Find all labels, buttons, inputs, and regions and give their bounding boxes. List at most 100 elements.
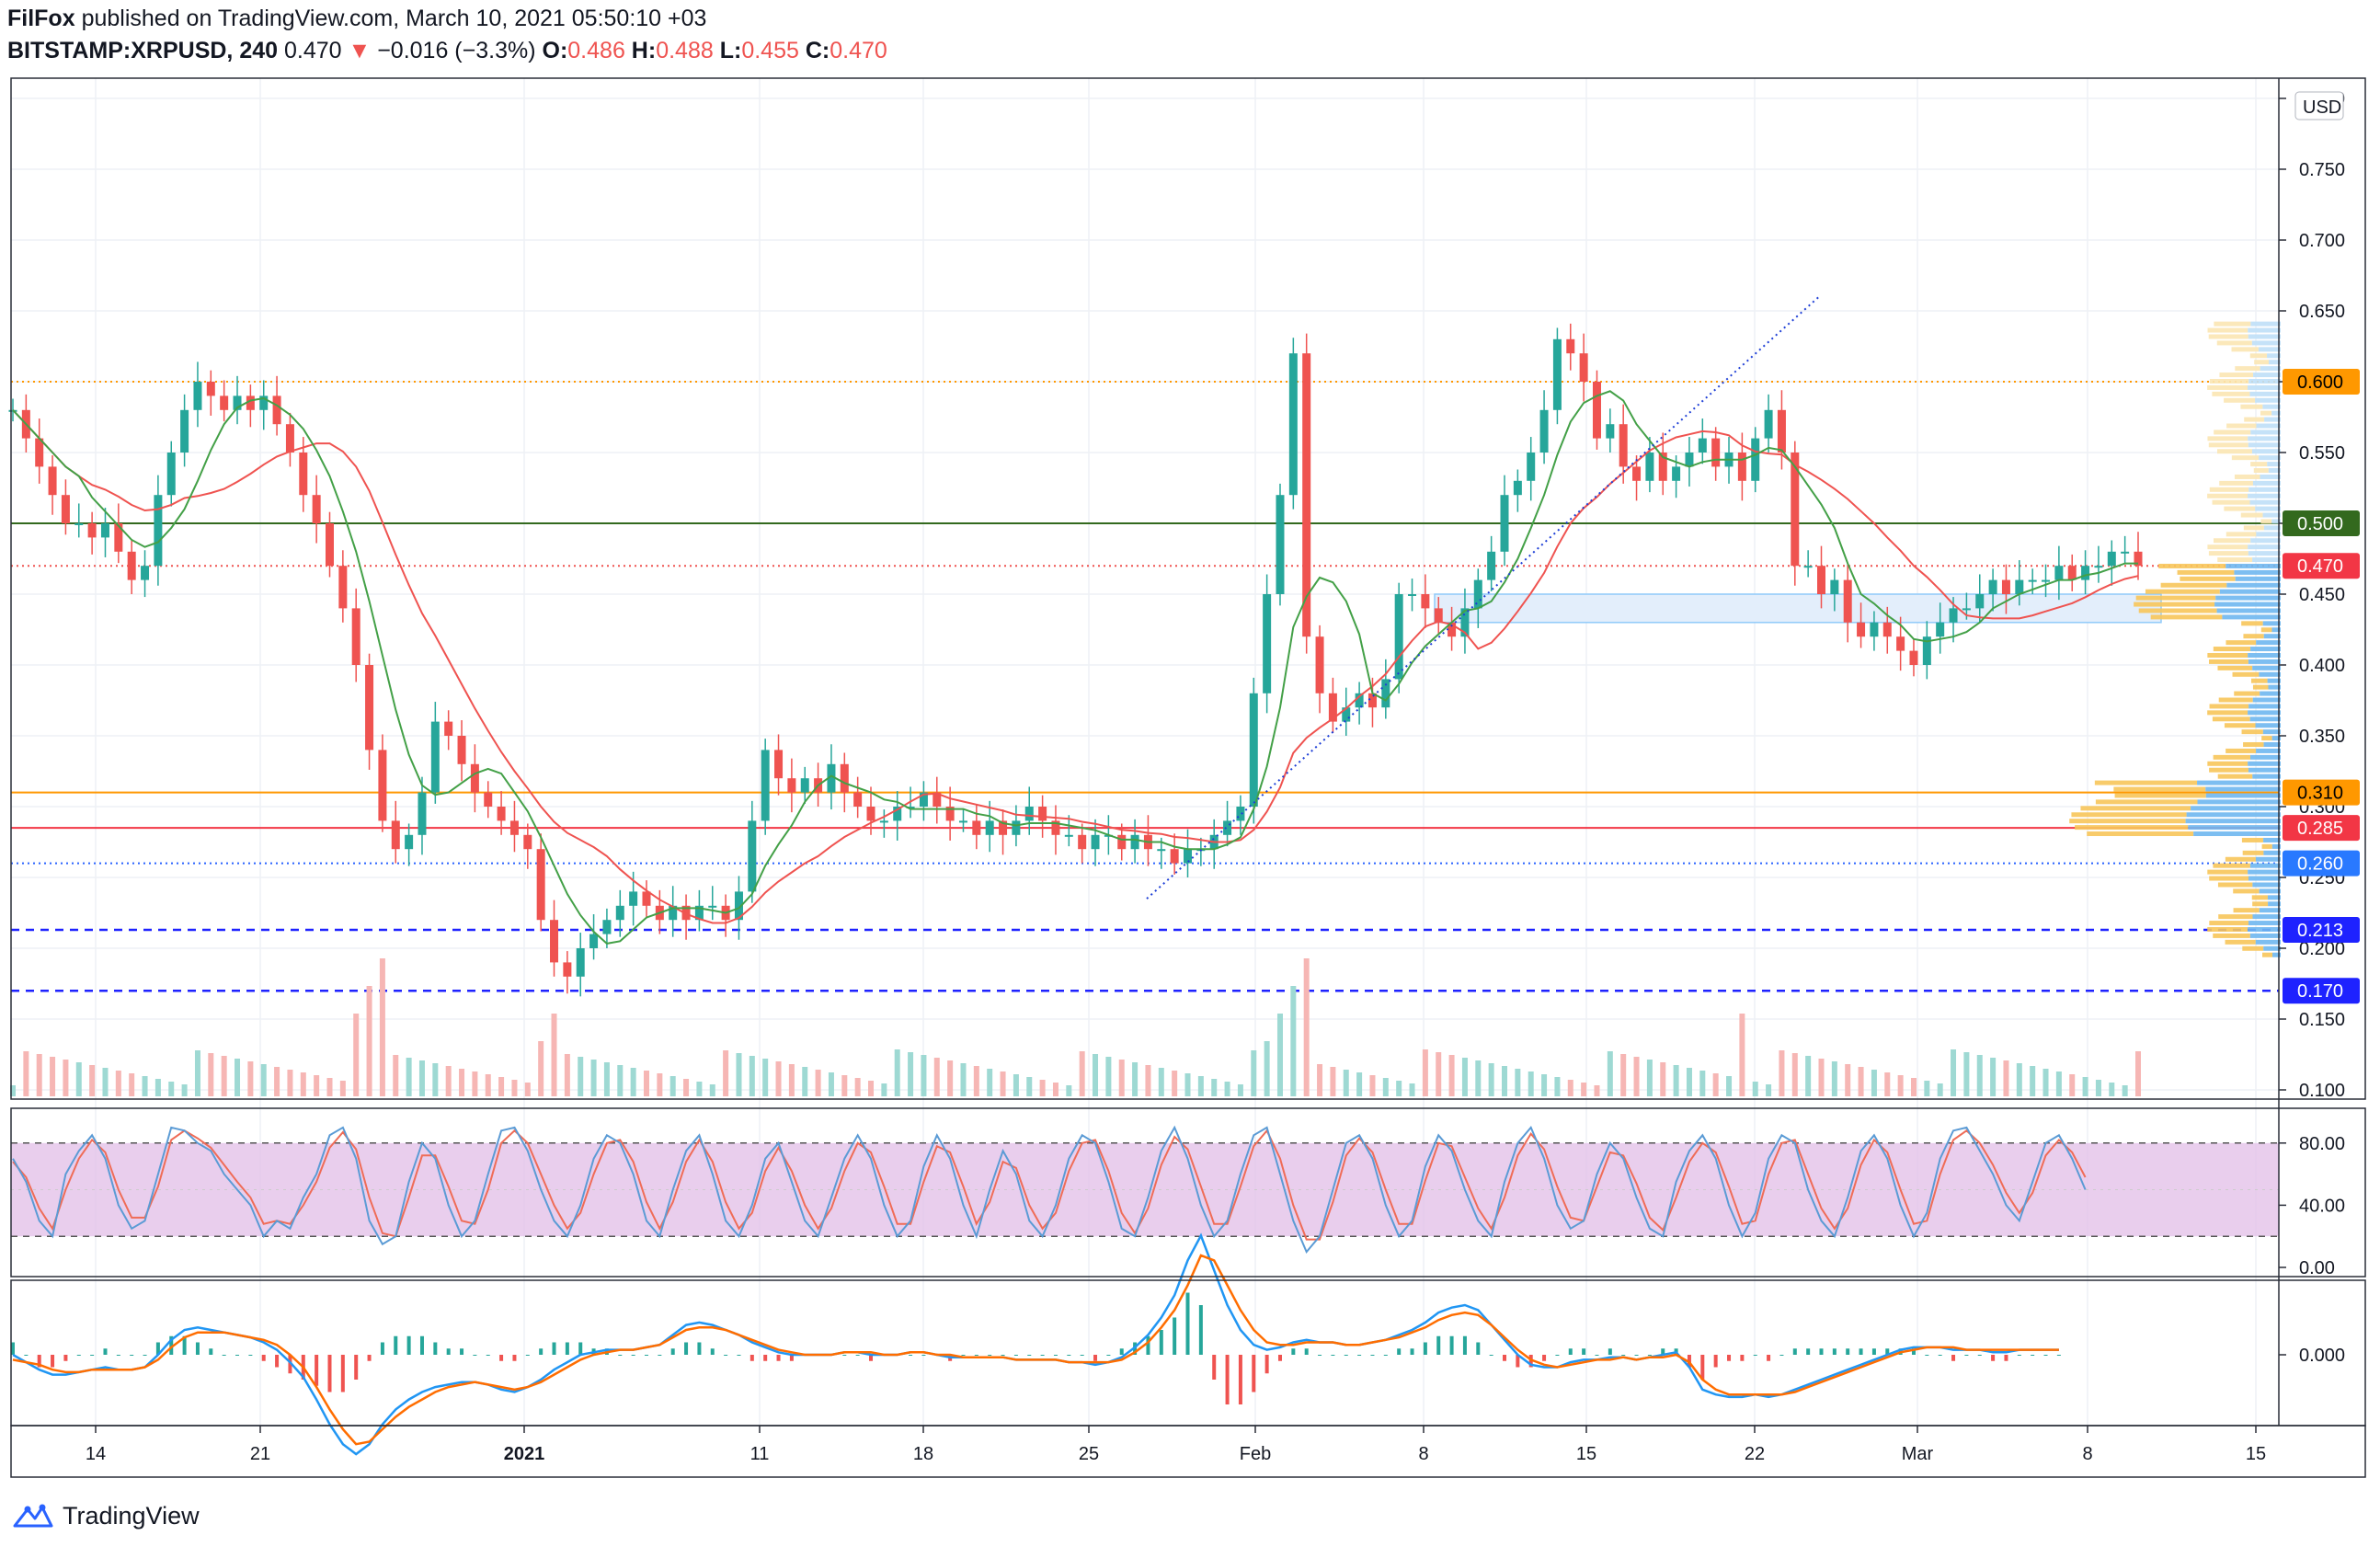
volume-profile-bar xyxy=(2259,888,2281,894)
volume-profile-bar xyxy=(2208,334,2248,339)
volume-bar xyxy=(1303,958,1310,1096)
volume-bar xyxy=(2109,1083,2115,1096)
macd-histogram-bar xyxy=(155,1342,160,1355)
macd-histogram-bar xyxy=(1277,1355,1282,1361)
tradingview-logo-icon xyxy=(13,1504,53,1528)
volume-profile-bar xyxy=(2250,678,2268,683)
volume-profile-bar xyxy=(2256,532,2281,537)
candle-body xyxy=(1276,495,1285,594)
volume-profile-bar xyxy=(2134,602,2215,607)
candle-body xyxy=(853,792,863,807)
time-axis[interactable]: 14 21 2021 11 18 25 Feb 8 15 22 Mar 8 15 xyxy=(86,1426,2266,1464)
volume-profile-bar xyxy=(2213,754,2250,760)
symbol-name[interactable]: BITSTAMP:XRPUSD, 240 xyxy=(7,38,279,63)
volume-bar xyxy=(894,1049,900,1096)
price-tag-0.470: 0.470 xyxy=(2297,556,2343,577)
macd-histogram-bar xyxy=(670,1348,675,1355)
tradingview-brand[interactable]: TradingView xyxy=(63,1501,200,1530)
volume-bar xyxy=(1594,1085,1600,1096)
volume-profile-bar xyxy=(2251,340,2281,346)
volume-bar xyxy=(50,1057,56,1096)
volume-profile-bar xyxy=(2233,888,2260,894)
volume-bar xyxy=(881,1083,887,1096)
candle-body xyxy=(1803,566,1813,568)
candle-body xyxy=(444,721,453,736)
volume-bar xyxy=(1976,1055,1983,1096)
macd-histogram-bar xyxy=(380,1342,384,1355)
price-tag-bg xyxy=(2283,510,2360,536)
volume-bar xyxy=(921,1055,927,1096)
volume-bar xyxy=(1276,1014,1283,1096)
macd-histogram-bar xyxy=(486,1355,490,1356)
volume-profile-bar xyxy=(2231,347,2259,352)
macd-histogram-bar xyxy=(499,1355,504,1361)
candle-body xyxy=(2094,566,2103,568)
volume-bar xyxy=(339,1081,346,1096)
volume-profile-bar xyxy=(2250,430,2281,435)
volume-bar xyxy=(1132,1062,1139,1096)
volume-bar xyxy=(326,1078,333,1096)
candle-body xyxy=(985,820,994,835)
volume-profile-bar xyxy=(2260,366,2281,372)
volume-bar xyxy=(1699,1071,1706,1096)
candle-body xyxy=(2081,566,2090,580)
volume-bar xyxy=(1633,1057,1640,1096)
volume-profile-bar xyxy=(2217,665,2253,670)
candle-body xyxy=(1157,849,1166,852)
volume-profile-bar xyxy=(2207,761,2248,766)
volume-bar xyxy=(2055,1071,2062,1096)
candle-body xyxy=(1830,579,1839,594)
price-tag-0.500: 0.500 xyxy=(2297,514,2343,534)
macd-histogram-bar xyxy=(1093,1355,1098,1361)
volume-bar xyxy=(1515,1069,1521,1096)
volume-bar xyxy=(1779,1050,1785,1096)
macd-histogram-bar xyxy=(103,1348,108,1355)
candle-body xyxy=(1460,608,1470,637)
currency-label: USD xyxy=(2303,97,2341,118)
low-value: 0.455 xyxy=(741,38,799,63)
last-price: 0.470 xyxy=(283,38,342,63)
volume-bar xyxy=(749,1056,755,1096)
macd-histogram-bar xyxy=(222,1355,226,1356)
candle-body xyxy=(523,834,532,850)
candle-body xyxy=(1263,594,1272,693)
publisher-name[interactable]: FilFox xyxy=(7,6,75,31)
price-axis[interactable]: 0.8000.7500.7000.6500.6000.5500.5000.450… xyxy=(2279,89,2345,1366)
volume-bar xyxy=(775,1061,782,1096)
price-tag-bg xyxy=(2283,779,2360,806)
time-tick-label: 8 xyxy=(1418,1444,1428,1464)
volume-profile-bar xyxy=(2249,754,2281,760)
volume-bar xyxy=(194,1050,200,1096)
volume-bar xyxy=(1158,1068,1164,1096)
candle-body xyxy=(1606,424,1615,439)
macd-histogram-bar xyxy=(327,1355,332,1392)
volume-bar xyxy=(590,1060,597,1096)
volume-profile-bar xyxy=(2250,462,2268,467)
volume-bar xyxy=(208,1053,214,1096)
volume-profile-bar xyxy=(2264,417,2281,422)
volume-profile-bar xyxy=(2087,831,2194,837)
macd-histogram-bar xyxy=(288,1355,292,1374)
volume-bar xyxy=(63,1060,69,1096)
moving-averages xyxy=(12,390,2139,945)
candle-body xyxy=(734,891,743,921)
high-value: 0.488 xyxy=(656,38,714,63)
volume-bar xyxy=(75,1062,82,1096)
candle-body xyxy=(1791,453,1800,567)
candle-body xyxy=(2107,551,2116,567)
macd-histogram-bar xyxy=(1911,1348,1916,1355)
volume-profile-bar xyxy=(2185,819,2281,824)
volume-profile-bar xyxy=(2252,480,2281,486)
open-value: 0.486 xyxy=(567,38,625,63)
candle-body xyxy=(906,807,915,808)
macd-histogram-bar xyxy=(1779,1355,1784,1356)
volume-bar xyxy=(1752,1082,1758,1096)
volume-profile-bar xyxy=(2259,671,2281,677)
volume-profile-bar xyxy=(2207,926,2248,932)
macd-histogram-bar xyxy=(195,1342,200,1355)
volume-bar xyxy=(617,1065,624,1096)
price-tick-label: 0.200 xyxy=(2299,939,2345,959)
down-arrow-icon: ▼ xyxy=(348,38,372,63)
volume-profile-bar xyxy=(2113,786,2206,792)
